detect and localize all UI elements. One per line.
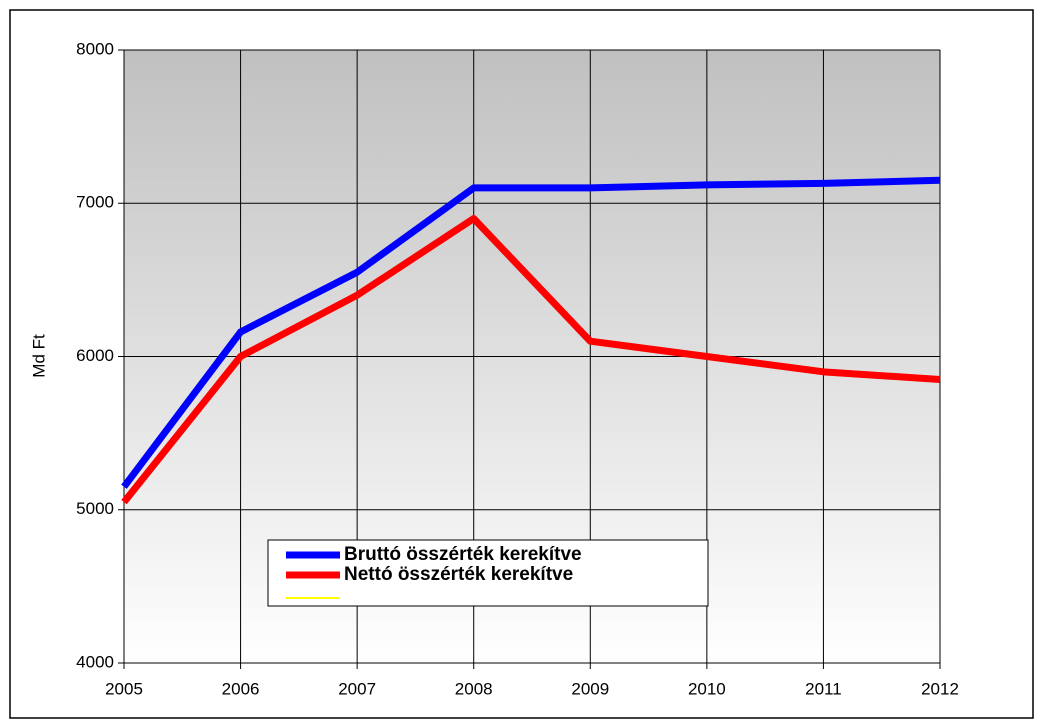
series-line bbox=[121, 176, 941, 489]
y-tick-label: 7000 bbox=[76, 193, 114, 212]
x-tick-label: 2009 bbox=[571, 679, 609, 698]
x-tick-label: 2005 bbox=[105, 679, 143, 698]
legend-label: Bruttó összérték kerekítve bbox=[344, 544, 582, 565]
legend-label: Nettó összérték kerekítve bbox=[344, 564, 573, 585]
x-tick-label: 2007 bbox=[338, 679, 376, 698]
x-tick-label: 2011 bbox=[805, 679, 842, 698]
x-tick-label: 2008 bbox=[455, 679, 493, 698]
legend-box bbox=[267, 539, 709, 607]
x-tick-label: 2012 bbox=[921, 679, 959, 698]
x-tick-label: 2010 bbox=[688, 679, 726, 698]
series-line bbox=[121, 215, 941, 505]
y-tick-label: 8000 bbox=[76, 39, 114, 58]
x-tick-label: 2006 bbox=[222, 679, 260, 698]
y-tick-label: 5000 bbox=[76, 499, 114, 518]
y-tick-label: 6000 bbox=[76, 346, 114, 365]
y-axis-label: Md Ft bbox=[29, 334, 48, 378]
lines bbox=[121, 176, 941, 505]
y-tick-label: 4000 bbox=[76, 652, 114, 671]
